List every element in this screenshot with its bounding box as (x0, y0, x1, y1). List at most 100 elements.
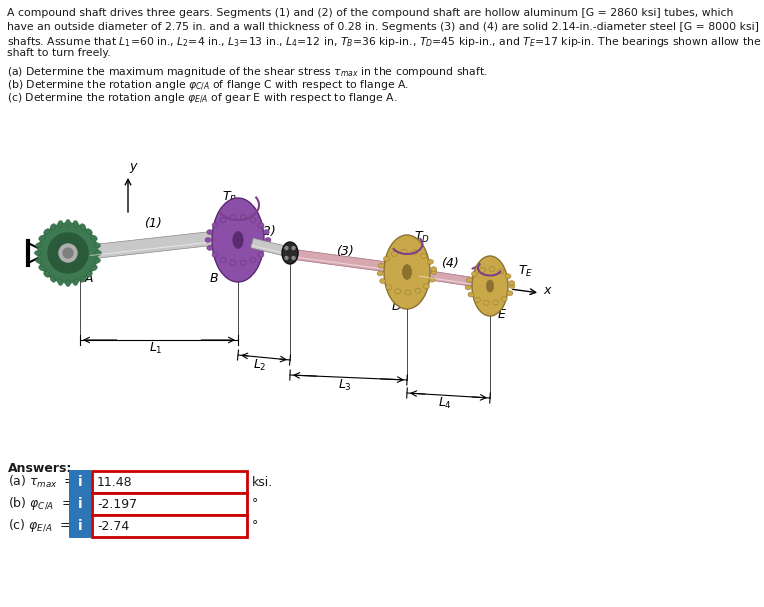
Ellipse shape (212, 253, 218, 257)
Ellipse shape (250, 217, 256, 223)
Text: i: i (78, 519, 83, 533)
Ellipse shape (44, 271, 50, 277)
Ellipse shape (207, 229, 213, 235)
Text: $L_1$: $L_1$ (149, 341, 163, 356)
FancyBboxPatch shape (69, 514, 91, 538)
Ellipse shape (493, 300, 499, 305)
Text: =: = (64, 475, 75, 489)
Ellipse shape (509, 280, 515, 285)
Ellipse shape (50, 224, 56, 230)
Ellipse shape (80, 224, 86, 230)
Circle shape (285, 256, 288, 259)
Ellipse shape (429, 277, 435, 282)
Ellipse shape (240, 215, 246, 220)
Ellipse shape (57, 220, 63, 228)
Text: $L_2$: $L_2$ (254, 358, 267, 373)
Ellipse shape (403, 265, 412, 279)
Text: $L_4$: $L_4$ (438, 396, 452, 411)
Ellipse shape (44, 229, 50, 235)
Ellipse shape (423, 283, 429, 289)
Ellipse shape (230, 215, 236, 220)
Circle shape (285, 246, 288, 249)
Text: 11.48: 11.48 (97, 475, 133, 489)
FancyBboxPatch shape (69, 492, 91, 516)
Ellipse shape (207, 245, 213, 250)
Ellipse shape (391, 251, 397, 256)
Ellipse shape (501, 297, 507, 302)
Text: (3): (3) (336, 245, 354, 258)
Ellipse shape (91, 265, 97, 271)
Circle shape (48, 233, 88, 273)
Ellipse shape (220, 257, 226, 262)
Text: $T_B$: $T_B$ (222, 190, 238, 205)
Text: D: D (392, 300, 402, 313)
Ellipse shape (240, 260, 246, 265)
FancyBboxPatch shape (92, 471, 247, 493)
Ellipse shape (405, 290, 411, 295)
Ellipse shape (415, 288, 421, 293)
Ellipse shape (468, 292, 474, 297)
FancyBboxPatch shape (69, 470, 91, 494)
Text: (4): (4) (441, 257, 459, 270)
Text: i: i (78, 497, 83, 511)
Ellipse shape (230, 260, 236, 265)
Ellipse shape (36, 243, 43, 248)
Ellipse shape (480, 268, 485, 273)
Text: =: = (64, 520, 75, 532)
Ellipse shape (487, 280, 494, 292)
Text: B: B (210, 272, 219, 285)
FancyBboxPatch shape (92, 515, 247, 537)
Ellipse shape (66, 220, 70, 226)
Text: =: = (64, 498, 75, 510)
Circle shape (292, 256, 295, 259)
Text: C: C (285, 254, 293, 267)
Ellipse shape (431, 266, 437, 272)
Ellipse shape (386, 285, 392, 290)
Text: (c) Determine the rotation angle $\varphi_{E/A}$ of gear E with respect to flang: (c) Determine the rotation angle $\varph… (7, 92, 397, 106)
Ellipse shape (282, 242, 298, 264)
Ellipse shape (377, 271, 383, 276)
Circle shape (63, 248, 73, 258)
Ellipse shape (265, 237, 271, 243)
Ellipse shape (95, 251, 102, 256)
Text: ksi.: ksi. (252, 475, 274, 489)
Text: A compound shaft drives three gears. Segments (1) and (2) of the compound shaft : A compound shaft drives three gears. Seg… (7, 8, 733, 18)
Ellipse shape (421, 253, 426, 259)
Ellipse shape (250, 257, 256, 262)
Text: $T_D$: $T_D$ (414, 230, 430, 245)
Text: shaft to turn freely.: shaft to turn freely. (7, 49, 111, 58)
Ellipse shape (36, 258, 43, 263)
Text: (a) Determine the maximum magnitude of the shear stress $\tau_{max}$ in the comp: (a) Determine the maximum magnitude of t… (7, 65, 487, 79)
Ellipse shape (378, 263, 384, 268)
Ellipse shape (233, 232, 243, 248)
FancyBboxPatch shape (92, 493, 247, 515)
Ellipse shape (212, 198, 264, 282)
Ellipse shape (507, 291, 513, 296)
Polygon shape (297, 250, 396, 273)
Ellipse shape (483, 300, 489, 305)
Text: A: A (85, 272, 93, 285)
Ellipse shape (427, 259, 433, 264)
Ellipse shape (263, 245, 269, 250)
Ellipse shape (93, 243, 100, 248)
Ellipse shape (505, 274, 511, 279)
Polygon shape (419, 270, 481, 288)
Text: (b) $\varphi_{C/A}$  =: (b) $\varphi_{C/A}$ = (8, 496, 73, 512)
Ellipse shape (401, 249, 407, 254)
Ellipse shape (86, 229, 92, 235)
Text: -2.197: -2.197 (97, 498, 137, 510)
Text: y: y (129, 160, 137, 173)
Ellipse shape (66, 279, 70, 287)
Ellipse shape (57, 279, 63, 285)
Ellipse shape (91, 236, 97, 241)
Ellipse shape (431, 270, 437, 274)
Ellipse shape (39, 236, 45, 241)
Ellipse shape (466, 277, 472, 283)
Text: have an outside diameter of 2.75 in. and a wall thickness of 0.28 in. Segments (: have an outside diameter of 2.75 in. and… (7, 21, 759, 32)
Ellipse shape (258, 253, 264, 257)
Ellipse shape (39, 265, 45, 271)
Text: i: i (78, 475, 83, 489)
Text: $L_3$: $L_3$ (338, 378, 352, 393)
Ellipse shape (34, 251, 41, 256)
Ellipse shape (471, 271, 478, 276)
